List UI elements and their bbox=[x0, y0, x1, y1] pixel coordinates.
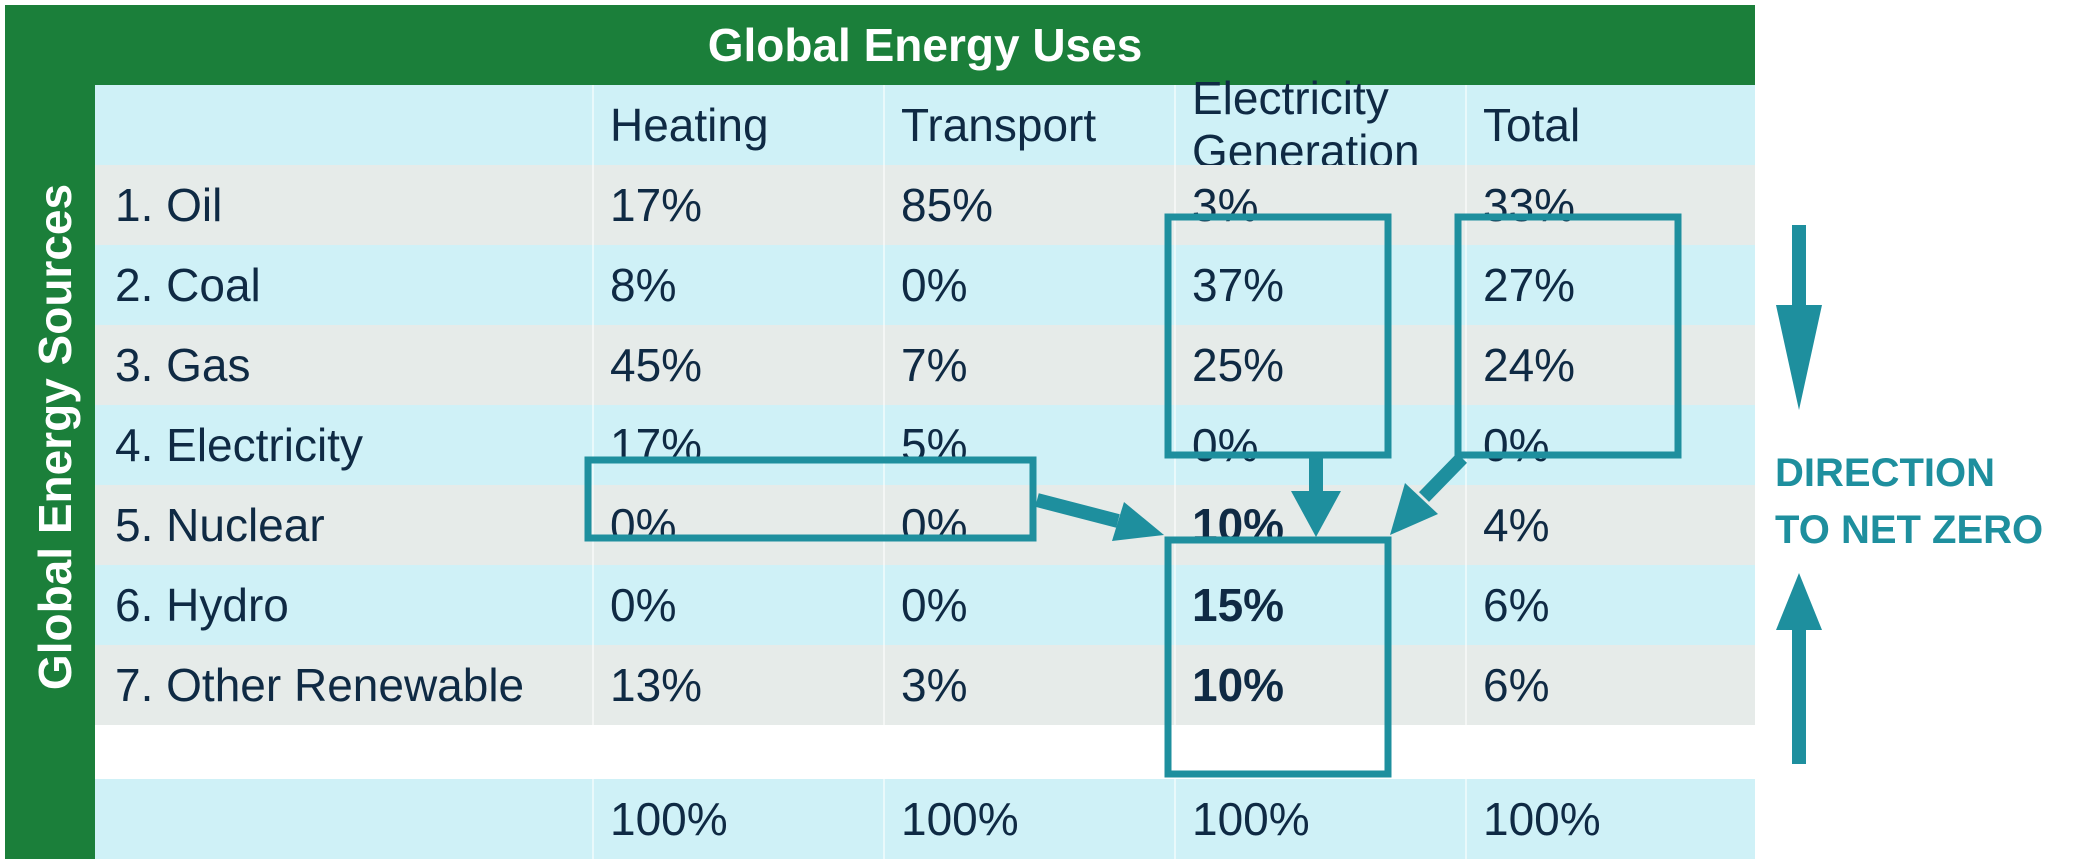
column-divider bbox=[592, 85, 594, 859]
table-row: 2. Coal 8% 0% 37% 27% bbox=[95, 245, 1755, 325]
cell-electricity-generation: 3% bbox=[1192, 179, 1259, 231]
row-source-label: 3. Gas bbox=[115, 339, 251, 391]
cell-heating: 0% bbox=[610, 579, 677, 631]
highlight-box-clean-electricity bbox=[1164, 536, 1392, 778]
cell-electricity-generation: 37% bbox=[1192, 259, 1285, 311]
cell-heating: 45% bbox=[610, 339, 703, 391]
highlight-box-total-fossil bbox=[1454, 213, 1682, 459]
total-total: 100% bbox=[1483, 793, 1601, 845]
cell-transport: 3% bbox=[901, 659, 968, 711]
cell-total: 33% bbox=[1483, 179, 1576, 231]
arrow-shaft-total-fossil bbox=[1418, 453, 1468, 502]
annotation-line-1: DIRECTION bbox=[1775, 451, 1995, 495]
header-electricity-line1: Electricity bbox=[1192, 72, 1389, 125]
cell-total: 6% bbox=[1483, 659, 1550, 711]
table-row: 3. Gas 45% 7% 25% 24% bbox=[95, 325, 1755, 405]
row-source-label: 4. Electricity bbox=[115, 419, 363, 471]
title-banner: Global Energy Uses bbox=[95, 5, 1755, 85]
cell-transport: 85% bbox=[901, 179, 994, 231]
cell-electricity-generation: 25% bbox=[1192, 339, 1285, 391]
table-row: 4. Electricity 17% 5% 0% 0% bbox=[95, 405, 1755, 485]
row-source-label: 2. Coal bbox=[115, 259, 261, 311]
cell-transport: 0% bbox=[901, 579, 968, 631]
net-zero-annotation: DIRECTION TO NET ZERO bbox=[1775, 445, 2043, 559]
cell-total: 4% bbox=[1483, 499, 1550, 551]
header-transport: Transport bbox=[901, 99, 1097, 151]
cell-total: 24% bbox=[1483, 339, 1576, 391]
cell-electricity-generation: 15% bbox=[1192, 579, 1285, 631]
arrow-head-total-fossil bbox=[1390, 483, 1438, 535]
cell-total: 0% bbox=[1483, 419, 1550, 471]
data-table: Heating Transport Electricity Generation… bbox=[95, 72, 1755, 859]
row-source-label: 6. Hydro bbox=[115, 579, 289, 631]
row-source-label: 1. Oil bbox=[115, 179, 223, 231]
header-total: Total bbox=[1483, 99, 1581, 151]
table-title: Global Energy Uses bbox=[707, 19, 1143, 71]
cell-heating: 13% bbox=[610, 659, 703, 711]
table-row: 1. Oil 17% 85% 3% 33% bbox=[95, 165, 1755, 245]
column-divider bbox=[1465, 85, 1467, 859]
totals-row: 100% 100% 100% 100% bbox=[95, 779, 1755, 859]
row-axis-banner: Global Energy Sources bbox=[5, 5, 95, 859]
row-source-label: 5. Nuclear bbox=[115, 499, 325, 551]
net-zero-up-arrow-head bbox=[1776, 573, 1822, 630]
net-zero-down-arrow-head bbox=[1776, 305, 1822, 410]
arrow-shaft-electricity-use bbox=[1035, 493, 1120, 528]
cell-total: 27% bbox=[1483, 259, 1576, 311]
cell-transport: 7% bbox=[901, 339, 968, 391]
annotation-line-2: TO NET ZERO bbox=[1775, 508, 2044, 552]
cell-heating: 0% bbox=[610, 499, 677, 551]
table-row: 6. Hydro 0% 0% 15% 6% bbox=[95, 565, 1755, 645]
cell-transport: 0% bbox=[901, 499, 968, 551]
column-divider bbox=[883, 85, 885, 859]
table-row: 5. Nuclear 0% 0% 10% 4% bbox=[95, 485, 1755, 565]
cell-electricity-generation: 10% bbox=[1192, 659, 1285, 711]
row-source-label: 7. Other Renewable bbox=[115, 659, 525, 711]
total-transport: 100% bbox=[901, 793, 1019, 845]
header-heating: Heating bbox=[610, 99, 769, 151]
total-heating: 100% bbox=[610, 793, 728, 845]
cell-total: 6% bbox=[1483, 579, 1550, 631]
cell-heating: 17% bbox=[610, 179, 703, 231]
total-electricity: 100% bbox=[1192, 793, 1310, 845]
cell-heating: 8% bbox=[610, 259, 677, 311]
column-divider bbox=[1174, 85, 1176, 859]
table-row: 7. Other Renewable 13% 3% 10% 6% bbox=[95, 645, 1755, 725]
highlight-box-electricity-fossil bbox=[1164, 213, 1392, 459]
arrow-head-electricity-fossil bbox=[1291, 491, 1341, 537]
arrow-head-electricity-use bbox=[1112, 502, 1164, 541]
highlight-box-electricity-use bbox=[584, 456, 1037, 542]
cell-electricity-generation: 0% bbox=[1192, 419, 1259, 471]
cell-transport: 0% bbox=[901, 259, 968, 311]
